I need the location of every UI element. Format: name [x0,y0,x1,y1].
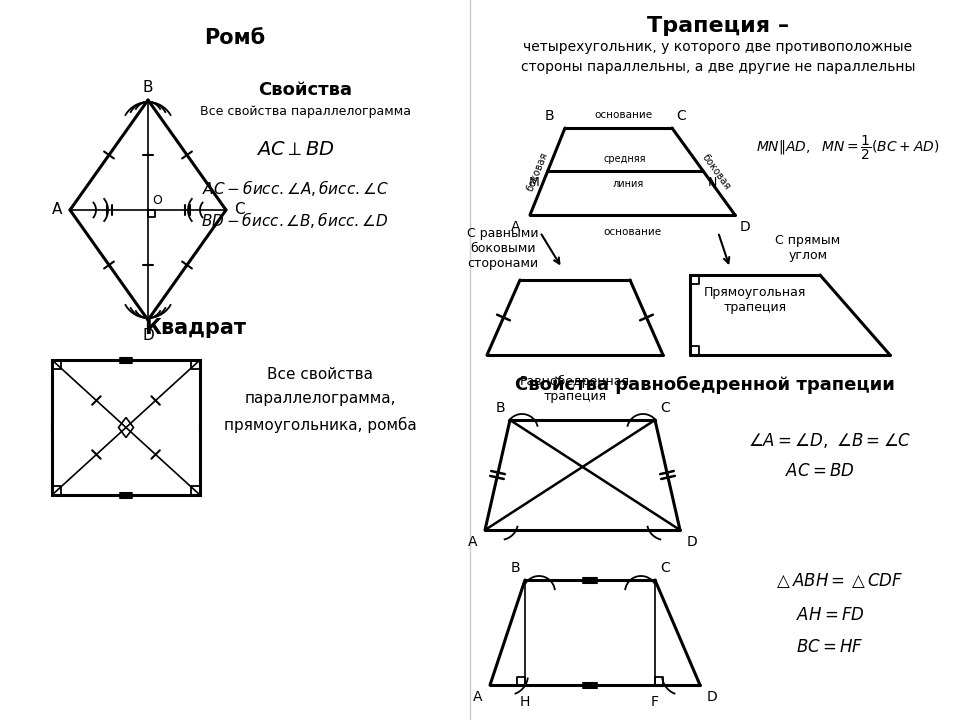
Text: B: B [544,109,554,123]
Text: $\angle A = \angle D,\ \angle B = \angle C$: $\angle A = \angle D,\ \angle B = \angle… [748,431,912,449]
Text: основание: основание [594,110,653,120]
Text: D: D [686,535,697,549]
Text: $AC = BD$: $AC = BD$ [785,464,854,480]
Text: $AH = FD$: $AH = FD$ [796,606,864,624]
Text: Все свойства
параллелограмма,
прямоугольника, ромба: Все свойства параллелограмма, прямоуголь… [224,367,417,433]
Text: A: A [52,202,62,217]
Text: A: A [511,220,520,234]
Text: D: D [740,220,751,234]
Text: B: B [143,79,154,94]
Text: C: C [660,561,670,575]
Text: D: D [142,328,154,343]
Text: $AC-бисс.\angle A,бисс.\angle C$: $AC-бисс.\angle A,бисс.\angle C$ [202,178,388,198]
Text: Свойства: Свойства [258,81,352,99]
Text: Прямоугольная
трапеция: Прямоугольная трапеция [704,286,806,314]
Text: Равнобедренная
трапеция: Равнобедренная трапеция [520,375,630,403]
Text: C: C [233,202,244,217]
Text: $MN \| AD,\ \ MN = \dfrac{1}{2}(BC+AD)$: $MN \| AD,\ \ MN = \dfrac{1}{2}(BC+AD)$ [756,134,940,162]
Text: Ромб: Ромб [204,28,266,48]
Text: Все свойства параллелограмма: Все свойства параллелограмма [200,106,411,119]
Text: M: M [528,176,539,189]
Text: $AC \perp BD$: $AC \perp BD$ [255,141,334,159]
Text: линия: линия [612,179,643,189]
Text: B: B [510,561,519,575]
Text: F: F [651,695,659,709]
Text: H: H [519,695,530,709]
Text: Свойства равнобедренной трапеции: Свойства равнобедренной трапеции [516,376,895,394]
Text: A: A [473,690,483,704]
Text: C: C [660,401,670,415]
Text: $\triangle ABH =\triangle CDF$: $\triangle ABH =\triangle CDF$ [773,570,903,590]
Text: основание: основание [604,227,661,237]
Text: С прямым
углом: С прямым углом [776,234,841,262]
Text: O: O [152,194,162,207]
Text: боковая: боковая [699,152,732,192]
Text: четырехугольник, у которого две противоположные
стороны параллельны, а две други: четырехугольник, у которого две противоп… [520,40,915,73]
Text: C: C [676,109,685,123]
Text: Трапеция –: Трапеция – [647,16,789,36]
Text: N: N [708,176,717,189]
Text: $BD-бисс.\angle B,бисс.\angle D$: $BD-бисс.\angle B,бисс.\angle D$ [202,210,389,230]
Text: $BC = HF$: $BC = HF$ [796,639,864,657]
Text: С равными
боковыми
сторонами: С равными боковыми сторонами [468,227,539,269]
Text: D: D [707,690,717,704]
Text: Квадрат: Квадрат [144,318,246,338]
Text: A: A [468,535,478,549]
Text: B: B [495,401,505,415]
Text: средняя: средняя [604,154,646,164]
Text: боковая: боковая [525,150,550,192]
